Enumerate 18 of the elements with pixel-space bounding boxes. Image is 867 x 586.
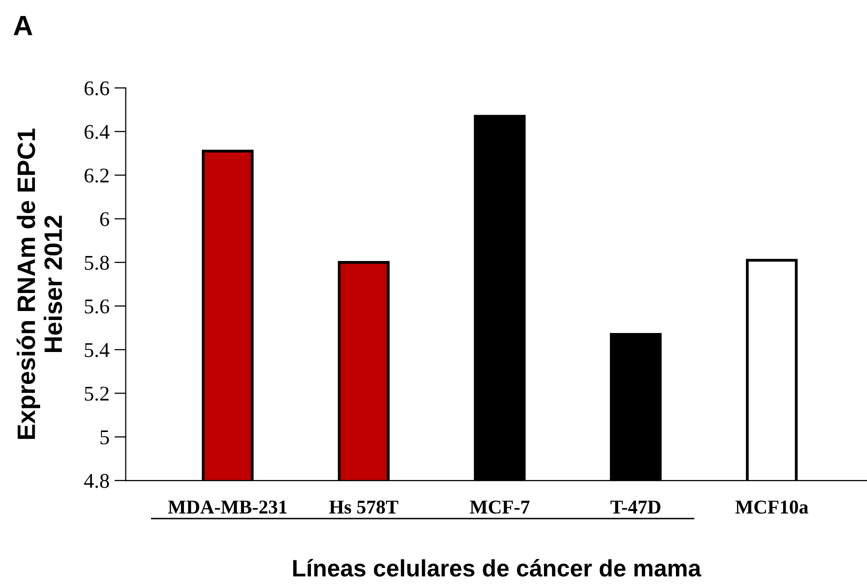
y-tick-label: 5: [100, 430, 109, 444]
y-tick-label: 6: [100, 212, 110, 226]
y-tick-label: 6.4: [84, 124, 110, 140]
y-tick-label: 5.8: [84, 256, 109, 270]
y-tick-label: 5.6: [84, 299, 110, 314]
x-tick-label: T-47D: [610, 500, 660, 514]
x-tick-label: MCF10a: [735, 500, 808, 514]
x-tick-label: Hs 578T: [329, 500, 398, 514]
y-tick-label: 5.2: [84, 386, 109, 401]
y-tick-label: 6.2: [84, 168, 109, 183]
x-axis-title: Líneas celulares de cáncer de mama: [293, 559, 702, 577]
x-tick-label: MDA-MB-231: [168, 500, 287, 514]
text: A: [14, 16, 32, 36]
y-tick-label: 4.8: [84, 474, 109, 488]
y-tick-label: 5.4: [84, 343, 110, 358]
y-axis-title: Expresión RNAm de EPC1 Heiser 2012: [16, 128, 62, 439]
x-tick-label: MCF-7: [470, 500, 530, 514]
y-tick-label: 6.6: [84, 81, 110, 96]
